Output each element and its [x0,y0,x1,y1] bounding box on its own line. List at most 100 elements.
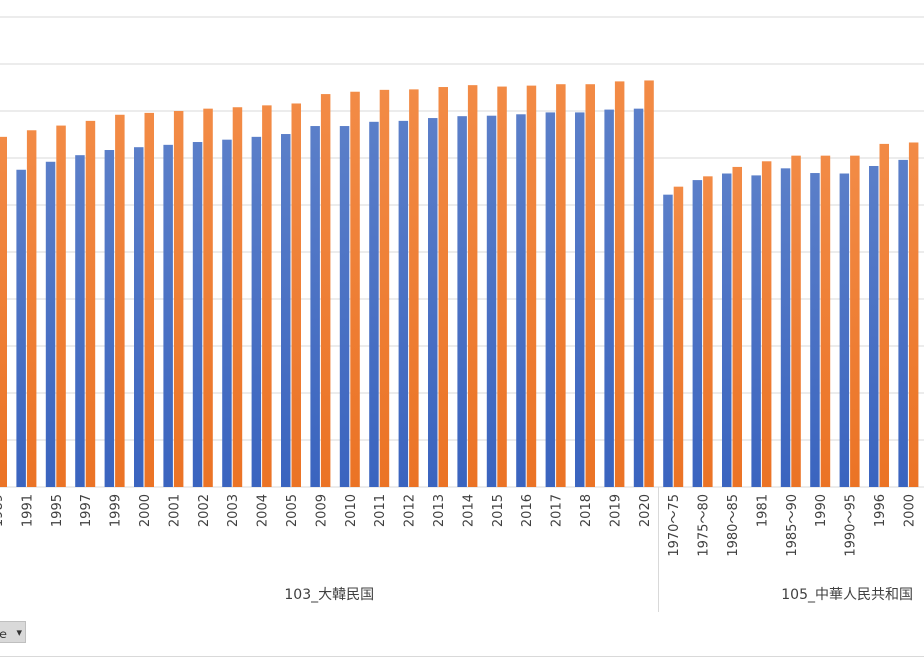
bar [281,134,291,487]
bar [369,121,379,487]
x-tick-label: 1980～85 [726,494,741,557]
bar [75,155,85,487]
x-tick-label: 2018 [579,494,594,527]
bar [163,144,173,487]
bar [428,118,438,488]
x-tick-label: 1995 [50,494,65,527]
bar [526,85,537,488]
x-tick-label: 2014 [461,494,476,527]
group-label: 105_中華人民共和国 [781,587,913,603]
bar [614,81,625,487]
bar [869,165,879,488]
bar [291,103,301,487]
bar [780,168,791,487]
bar [339,126,350,487]
bar [115,114,125,487]
bar [262,105,272,488]
bar [703,176,713,487]
bar [409,89,419,487]
bar [898,159,908,487]
bar [516,114,526,487]
x-tick-label: 2020 [638,494,653,527]
bar [644,80,654,487]
bar [350,91,360,487]
x-tick-label: 2001 [167,494,182,527]
bar [457,116,467,488]
bar [585,84,595,488]
x-tick-label: 1997 [79,494,94,527]
bar [398,120,409,488]
bar [232,107,243,488]
x-tick-label: 2000 [138,494,153,527]
bar [556,84,566,488]
x-tick-label: 1981 [755,494,770,527]
bar [839,173,850,487]
x-tick-label: 1999 [109,494,124,527]
bar [545,112,556,487]
bar [604,109,614,487]
x-tick-label: 2004 [256,494,271,527]
bar [879,143,889,487]
bar [56,125,66,487]
x-tick-label: 1996 [873,494,888,527]
bar [486,115,497,487]
bar [0,136,7,487]
x-tick-label: 1991 [20,494,35,527]
bar [908,142,919,488]
bar [251,136,262,487]
bar [732,166,742,487]
bar [379,89,390,487]
bar [692,180,703,487]
x-tick-label: 1975～80 [697,494,712,557]
x-tick-label: 1985～90 [785,494,800,557]
bar [850,155,860,487]
bar [722,173,732,487]
group-labels: 103_大韓民国 105_中華人民共和国 [284,587,913,603]
bar [497,86,507,487]
x-tick-label: 1970～75 [667,494,682,557]
bar [222,139,232,488]
x-tick-label: 2005 [285,494,300,527]
bar [144,112,154,487]
x-tick-label: 1990～95 [844,494,859,557]
bar [820,155,831,487]
tick-labels: 1989 1991 1995 1997 1999 2000 2001 2002 2003 2004… [0,494,917,557]
x-tick-label: 2011 [373,494,388,527]
bar [26,130,37,487]
x-tick-label: 1990 [814,494,829,527]
bar [173,111,184,487]
bar [16,169,26,487]
bar [663,194,673,487]
x-tick-label: 2016 [520,494,535,527]
bar [310,126,320,487]
bar [467,85,478,488]
bar [673,186,684,488]
x-tick-label: 2015 [491,494,506,527]
bar [203,108,213,488]
field-filter-label: ｅ [0,627,10,641]
x-tick-label: 2017 [550,494,565,527]
chevron-down-icon: ▾ [16,625,22,639]
bar [320,94,331,487]
group-label: 103_大韓民国 [284,587,374,603]
x-tick-label: 2000 [902,494,917,527]
x-tick-label: 2013 [432,494,447,527]
bar [791,155,801,487]
bar [761,161,772,488]
x-tick-label: 2003 [226,494,241,527]
bar [633,108,644,488]
field-filter-button[interactable]: ｅ ▾ [0,621,26,643]
x-tick-label: 2019 [608,494,623,527]
bar [810,173,820,488]
bar [192,142,203,487]
bar [134,147,144,487]
x-tick-label: 2009 [314,494,329,527]
x-tick-label: 2010 [344,494,359,527]
bar [45,161,56,487]
bar [104,150,115,487]
x-tick-label: 1989 [0,494,6,527]
bars [0,80,919,488]
bar [438,87,448,487]
bar [575,112,585,487]
